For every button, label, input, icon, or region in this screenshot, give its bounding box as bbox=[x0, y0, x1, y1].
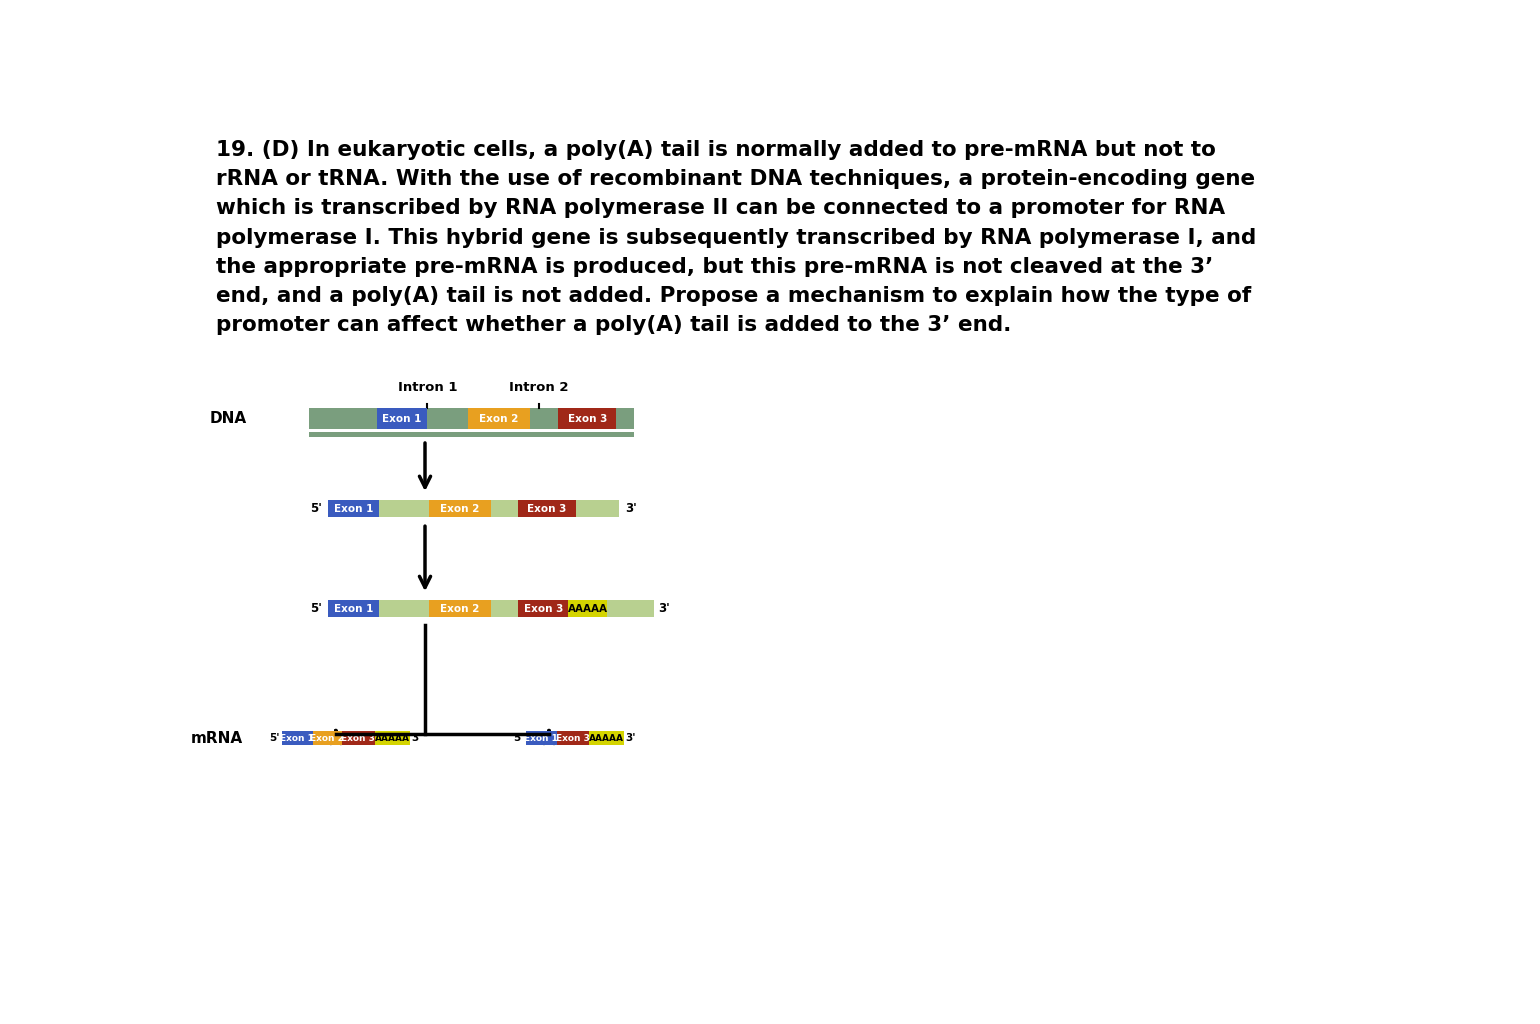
Text: Exon 1: Exon 1 bbox=[524, 733, 557, 742]
Text: Exon 3: Exon 3 bbox=[556, 733, 590, 742]
Bar bbox=[517, 500, 576, 517]
Text: Intron 1: Intron 1 bbox=[397, 381, 457, 394]
Bar bbox=[525, 731, 557, 745]
Text: Exon 3: Exon 3 bbox=[527, 504, 567, 514]
Text: Exon 2: Exon 2 bbox=[440, 604, 479, 613]
Text: Exon 3: Exon 3 bbox=[342, 733, 376, 742]
Text: Exon 3: Exon 3 bbox=[568, 414, 607, 424]
Bar bbox=[308, 408, 634, 429]
Text: Exon 2: Exon 2 bbox=[440, 504, 479, 514]
Bar bbox=[559, 408, 616, 429]
Bar bbox=[342, 731, 374, 745]
Text: AAAAA: AAAAA bbox=[374, 733, 410, 742]
Text: 5': 5' bbox=[310, 602, 322, 615]
Bar bbox=[328, 600, 653, 617]
Text: 3': 3' bbox=[625, 502, 636, 515]
Text: Exon 1: Exon 1 bbox=[334, 504, 373, 514]
Text: mRNA: mRNA bbox=[191, 730, 243, 745]
Bar bbox=[428, 500, 491, 517]
Text: Exon 1: Exon 1 bbox=[382, 414, 422, 424]
Text: 5': 5' bbox=[310, 502, 322, 515]
Text: Exon 2: Exon 2 bbox=[479, 414, 519, 424]
Bar bbox=[377, 408, 427, 429]
Bar bbox=[468, 408, 530, 429]
Text: rRNA or tRNA. With the use of recombinant DNA techniques, a protein-encoding gen: rRNA or tRNA. With the use of recombinan… bbox=[216, 169, 1255, 189]
Bar bbox=[282, 731, 313, 745]
Text: Intron 2: Intron 2 bbox=[510, 381, 568, 394]
Text: Exon 2: Exon 2 bbox=[311, 733, 345, 742]
Text: Exon 1: Exon 1 bbox=[280, 733, 314, 742]
Bar bbox=[328, 600, 379, 617]
Text: Exon 1: Exon 1 bbox=[334, 604, 373, 613]
Text: DNA: DNA bbox=[209, 411, 246, 426]
Bar bbox=[590, 731, 624, 745]
Text: end, and a poly(A) tail is not added. Propose a mechanism to explain how the typ: end, and a poly(A) tail is not added. Pr… bbox=[216, 286, 1250, 306]
Bar bbox=[428, 600, 491, 617]
Bar bbox=[517, 600, 568, 617]
Text: 5': 5' bbox=[513, 733, 524, 743]
Text: which is transcribed by RNA polymerase II can be connected to a promoter for RNA: which is transcribed by RNA polymerase I… bbox=[216, 199, 1224, 218]
Text: AAAAA: AAAAA bbox=[590, 733, 624, 742]
Text: 5': 5' bbox=[270, 733, 279, 743]
Bar bbox=[557, 731, 590, 745]
Bar bbox=[568, 600, 607, 617]
Text: Exon 3: Exon 3 bbox=[524, 604, 564, 613]
Text: polymerase I. This hybrid gene is subsequently transcribed by RNA polymerase I, : polymerase I. This hybrid gene is subseq… bbox=[216, 227, 1257, 248]
Bar bbox=[328, 500, 619, 517]
Text: promoter can affect whether a poly(A) tail is added to the 3’ end.: promoter can affect whether a poly(A) ta… bbox=[216, 315, 1012, 336]
Text: 3': 3' bbox=[625, 733, 636, 743]
Bar bbox=[374, 731, 410, 745]
Text: the appropriate pre-mRNA is produced, but this pre-mRNA is not cleaved at the 3’: the appropriate pre-mRNA is produced, bu… bbox=[216, 257, 1214, 276]
Bar bbox=[308, 432, 634, 437]
Bar bbox=[328, 500, 379, 517]
Bar bbox=[313, 731, 342, 745]
Text: 3': 3' bbox=[411, 733, 422, 743]
Text: AAAAA: AAAAA bbox=[568, 604, 608, 613]
Text: 3': 3' bbox=[658, 602, 670, 615]
Text: 19. (D) In eukaryotic cells, a poly(A) tail is normally added to pre-mRNA but no: 19. (D) In eukaryotic cells, a poly(A) t… bbox=[216, 140, 1215, 160]
